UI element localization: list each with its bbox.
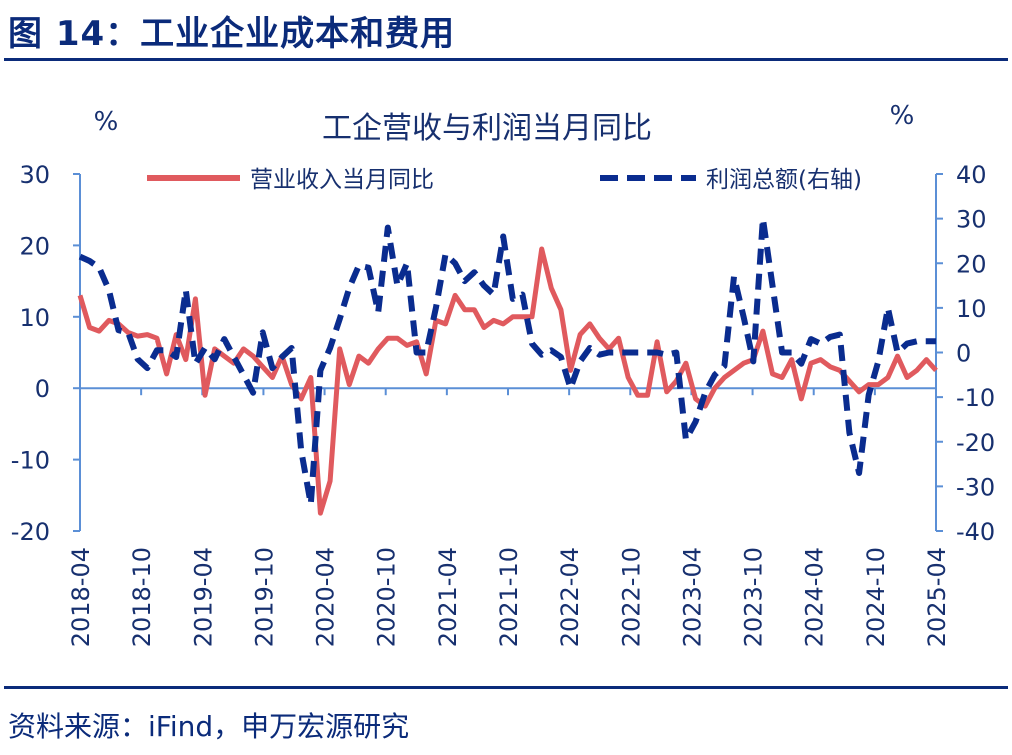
x-tick-label: 2019-04 [189,547,217,647]
right-tick-label: 10 [956,295,987,323]
left-tick-label: 30 [19,161,50,189]
right-tick-label: -40 [956,518,995,546]
x-tick-label: 2018-10 [128,547,156,647]
left-tick-label: -10 [11,447,50,475]
right-tick-label: -10 [956,384,995,412]
x-tick-label: 2025-04 [923,547,951,647]
series-line-profit [78,215,936,508]
x-tick-label: 2022-04 [556,547,584,647]
right-tick-label: 40 [956,161,987,189]
x-tick-label: 2023-04 [678,547,706,647]
left-tick-label: 0 [35,375,50,403]
left-unit-label: % [94,107,119,137]
x-tick-label: 2023-10 [740,547,768,647]
left-tick-label: 10 [19,304,50,332]
x-tick-label: 2020-10 [373,547,401,647]
legend-label-profit: 利润总额(右轴) [706,167,862,193]
left-tick-label: -20 [11,518,50,546]
axes: 30 20 10 0 -10 -20 40 30 20 10 0 -10 -20 -30 -40 2018-0… [11,161,995,647]
x-tick-label: 2020-04 [312,547,340,647]
x-tick-label: 2019-10 [250,547,278,647]
x-tick-label: 2018-04 [67,547,95,647]
plot-area [77,215,938,516]
chart-title: 工企营收与利润当月同比 [322,111,652,146]
right-tick-label: 30 [956,206,987,234]
left-tick-label: 20 [19,232,50,260]
line-chart: 工企营收与利润当月同比 % % 营业收入当月同比 利润总额(右轴) 30 20 10… [11,101,995,647]
series-line-revenue [77,246,938,516]
right-tick-label: -30 [956,473,995,501]
x-tick-label: 2021-10 [495,547,523,647]
source-note: 资料来源：iFind，申万宏源研究 [8,710,410,743]
right-unit-label: % [890,101,915,131]
x-tick-label: 2021-04 [434,547,462,647]
legend-label-revenue: 营业收入当月同比 [250,167,434,193]
right-tick-label: 0 [956,340,971,368]
figure-title: 图 14：工业企业成本和费用 [8,14,456,54]
bottom-divider [4,686,1008,689]
x-tick-label: 2024-10 [862,547,890,647]
right-tick-label: 20 [956,250,987,278]
top-divider [4,58,1008,61]
x-tick-label: 2024-04 [801,547,829,647]
right-tick-label: -20 [956,429,995,457]
x-tick-label: 2022-10 [617,547,645,647]
